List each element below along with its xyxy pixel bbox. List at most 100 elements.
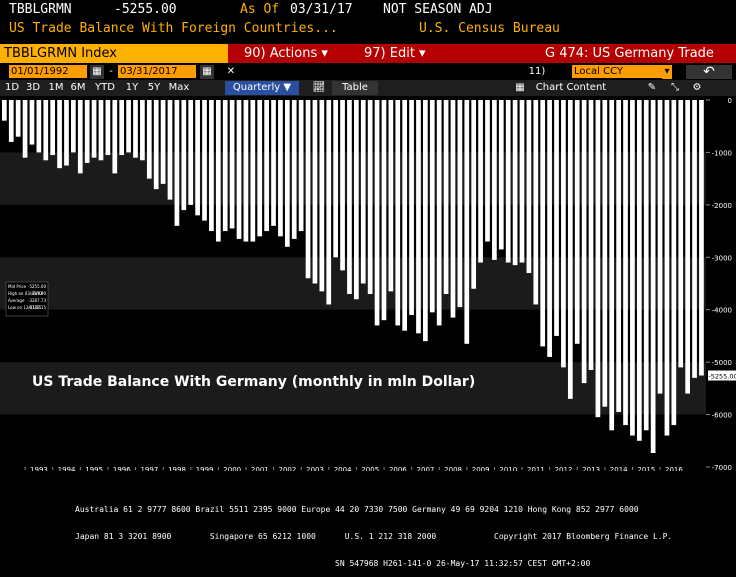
compare-label[interactable]: 11) Compare xyxy=(514,66,559,91)
bar xyxy=(436,100,442,326)
bar xyxy=(215,100,221,242)
period-button-ytd[interactable]: YTD xyxy=(95,82,115,93)
index-label[interactable]: TBBLGRMN Index xyxy=(0,44,228,63)
bar xyxy=(105,100,111,156)
y-tick-label: -1000 xyxy=(712,149,732,157)
bar xyxy=(264,100,269,232)
last-price-tag: -5255.00 xyxy=(708,370,736,381)
bar xyxy=(57,100,62,169)
bar xyxy=(367,100,373,294)
bar xyxy=(636,100,642,441)
resize-icon[interactable]: ⤡ xyxy=(671,82,679,93)
edit-menu[interactable]: 97) Edit ▾ xyxy=(364,46,426,61)
bar xyxy=(554,100,559,336)
x-tick-label: 2013 xyxy=(582,466,600,471)
series-description: US Trade Balance With Foreign Countries.… xyxy=(9,21,338,36)
end-date-input[interactable]: 03/31/2017 xyxy=(118,65,196,78)
bar xyxy=(209,100,214,232)
background-band xyxy=(0,152,706,205)
period-button-1y[interactable]: 1Y xyxy=(125,82,139,93)
x-tick-label: 1996 xyxy=(113,466,131,471)
x-tick-label: 2001 xyxy=(251,466,269,471)
bar xyxy=(202,100,207,221)
period-button-1d[interactable]: 1D xyxy=(4,82,20,93)
bar xyxy=(526,100,532,274)
chart-settings-icon[interactable]: ▦ xyxy=(515,82,525,93)
legend: Mid Price -5255.00 High on 03/31/92-393.90… xyxy=(5,281,49,317)
bar xyxy=(464,100,470,344)
x-tick-label: 2003 xyxy=(306,466,324,471)
bar xyxy=(91,100,97,158)
command-toolbar: TBBLGRMN Index 90) Actions ▾ 97) Edit ▾ … xyxy=(0,44,736,63)
y-tick-label: -5000 xyxy=(712,359,732,367)
y-tick-label: -2000 xyxy=(712,202,732,210)
bar xyxy=(64,100,69,166)
back-arrow-icon[interactable]: ↶ xyxy=(686,65,732,79)
bar xyxy=(229,100,235,229)
series-description-row: US Trade Balance With Foreign Countries.… xyxy=(0,21,736,41)
bar xyxy=(153,100,159,190)
currency-select[interactable]: Local CCY xyxy=(572,65,662,78)
bar xyxy=(533,100,539,305)
start-date-input[interactable]: 01/01/1992 xyxy=(9,65,87,78)
bar xyxy=(498,100,504,250)
period-button-6m[interactable]: 6M xyxy=(70,82,86,93)
legend-box xyxy=(5,281,49,317)
bar xyxy=(664,100,670,436)
chevron-down-icon[interactable]: ▾ xyxy=(662,65,672,79)
bar xyxy=(429,100,435,313)
bar xyxy=(250,100,256,242)
x-tick-label: 2008 xyxy=(444,466,462,471)
y-tick-label: 0 xyxy=(728,97,732,105)
bar xyxy=(22,100,28,158)
bar xyxy=(492,100,497,260)
bar xyxy=(195,100,200,216)
period-button-1m[interactable]: 1M xyxy=(48,82,64,93)
chart-content-button[interactable]: Chart Content xyxy=(535,82,607,93)
bar xyxy=(416,100,421,334)
background-band xyxy=(0,414,706,467)
x-tick-label: 2016 xyxy=(665,466,683,471)
calendar-icon[interactable]: ▦ xyxy=(90,65,104,79)
settings-icon[interactable]: ⚙ xyxy=(692,82,702,93)
frequency-select[interactable]: Quarterly ▼ xyxy=(225,81,299,95)
x-tick-label: 2005 xyxy=(361,466,379,471)
edit-icon[interactable]: ✎ xyxy=(647,82,657,93)
footer-contacts-2: Japan 81 3 3201 8900 Singapore 65 6212 1… xyxy=(75,532,673,541)
line-chart-icon[interactable]: 📈︎ xyxy=(312,82,326,93)
bar xyxy=(505,100,511,263)
background-bands xyxy=(0,100,706,467)
clear-icon[interactable]: ✕ xyxy=(226,66,236,77)
x-tick-label: 2006 xyxy=(389,466,407,471)
y-axis: 0 -1000 -2000 -3000 -4000 -5000 -6000 -7000 xyxy=(706,97,732,471)
x-tick-label: 2009 xyxy=(472,466,490,471)
period-button-3d[interactable]: 3D xyxy=(25,82,41,93)
actions-menu[interactable]: 90) Actions ▾ xyxy=(244,46,328,61)
bar xyxy=(685,100,690,394)
bar xyxy=(271,100,276,226)
bar xyxy=(471,100,477,289)
x-tick-label: 1994 xyxy=(58,466,76,471)
period-button-5y[interactable]: 5Y xyxy=(147,82,161,93)
bar xyxy=(657,100,663,394)
period-toolbar: 1D 3D 1M 6M YTD 1Y 5Y Max Quarterly ▼ 📈︎ Table … xyxy=(0,80,736,96)
security-header: TBBLGRMN -5255.00 As Of 03/31/17 NOT SEA… xyxy=(0,2,736,20)
background-band xyxy=(0,362,706,415)
period-button-max[interactable]: Max xyxy=(168,82,190,93)
legend-label: High on 03/31/92 xyxy=(8,291,43,296)
x-tick-label: 1999 xyxy=(196,466,214,471)
x-tick-label: 2012 xyxy=(555,466,573,471)
date-range-row: 01/01/1992 ▦ - 03/31/2017 ▦ ✕ 11) Compar… xyxy=(0,64,736,91)
y-tick-label: -3000 xyxy=(712,254,732,262)
bar xyxy=(312,100,318,284)
footer-contacts: Australia 61 2 9777 8600 Brazil 5511 239… xyxy=(75,505,639,514)
bar xyxy=(402,100,408,331)
bar xyxy=(278,100,283,237)
x-tick-label: 2014 xyxy=(610,466,628,471)
adjustment-label: NOT SEASON ADJ xyxy=(383,2,493,17)
table-button[interactable]: Table xyxy=(332,81,378,95)
bar xyxy=(450,100,456,318)
calendar-icon[interactable]: ▦ xyxy=(200,65,214,79)
bar xyxy=(222,100,228,232)
legend-value: -6733.15 xyxy=(28,305,46,310)
